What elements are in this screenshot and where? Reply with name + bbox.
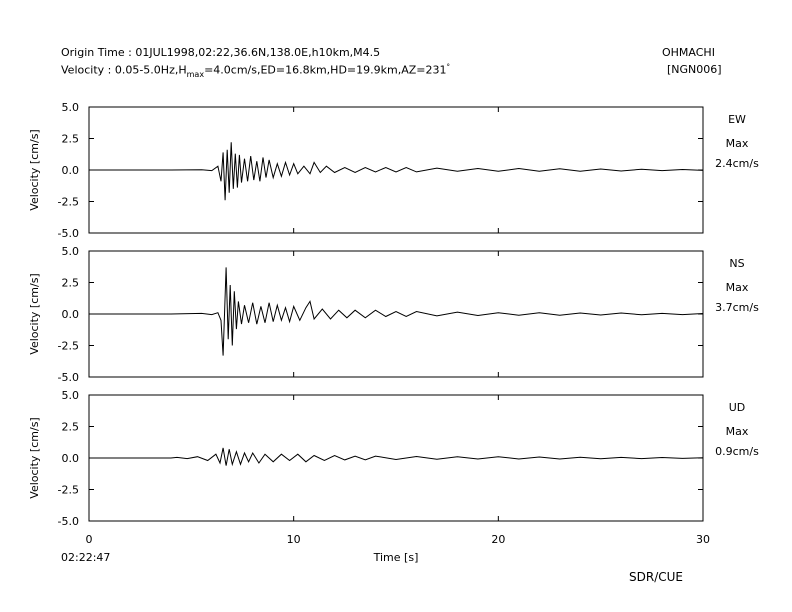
- y-tick-label-ew: -5.0: [58, 227, 79, 240]
- max-value-ud: 0.9cm/s: [715, 445, 759, 458]
- max-value-ns: 3.7cm/s: [715, 301, 759, 314]
- y-tick-label-ns: 2.5: [62, 277, 80, 290]
- y-tick-label-ew: 5.0: [62, 101, 80, 114]
- station-name: OHMACHI: [662, 46, 715, 59]
- max-value-ew: 2.4cm/s: [715, 157, 759, 170]
- max-label-ud: Max: [726, 425, 749, 438]
- y-axis-label-ud: Velocity [cm/s]: [28, 417, 41, 498]
- y-tick-label-ud: 5.0: [62, 389, 80, 402]
- y-tick-label-ud: 2.5: [62, 421, 80, 434]
- x-tick-label: 30: [696, 533, 710, 546]
- velocity-info-post: =4.0cm/s,ED=16.8km,HD=19.9km,AZ=231: [204, 63, 447, 77]
- max-label-ns: Max: [726, 281, 749, 294]
- y-tick-label-ud: -2.5: [58, 484, 79, 497]
- x-tick-label: 0: [86, 533, 93, 546]
- station-code: [NGN006]: [667, 63, 722, 76]
- y-tick-label-ns: -2.5: [58, 340, 79, 353]
- y-tick-label-ud: 0.0: [62, 452, 80, 465]
- y-tick-label-ns: 5.0: [62, 245, 80, 258]
- y-tick-label-ns: 0.0: [62, 308, 80, 321]
- start-time-label: 02:22:47: [61, 551, 111, 564]
- velocity-info-degree: °: [446, 63, 451, 71]
- waveform-ud: [89, 447, 704, 467]
- y-tick-label-ns: -5.0: [58, 371, 79, 384]
- y-axis-label-ew: Velocity [cm/s]: [28, 129, 41, 210]
- y-axis-label-ns: Velocity [cm/s]: [28, 273, 41, 354]
- max-label-ew: Max: [726, 137, 749, 150]
- x-tick-label: 10: [287, 533, 301, 546]
- waveform-ew: [89, 142, 704, 201]
- component-label-ns: NS: [729, 257, 744, 270]
- y-tick-label-ew: 0.0: [62, 164, 80, 177]
- y-tick-label-ew: -2.5: [58, 196, 79, 209]
- y-tick-label-ew: 2.5: [62, 133, 80, 146]
- velocity-info-pre: Velocity : 0.05-5.0Hz,H: [61, 63, 187, 77]
- x-axis-label: Time [s]: [373, 551, 419, 564]
- waveform-ns: [89, 267, 704, 356]
- component-label-ew: EW: [728, 113, 746, 126]
- origin-time-line: Origin Time : 01JUL1998,02:22,36.6N,138.…: [61, 46, 381, 59]
- component-label-ud: UD: [729, 401, 746, 414]
- velocity-info-line: Velocity : 0.05-5.0Hz,Hmax=4.0cm/s,ED=16…: [61, 63, 450, 79]
- velocity-info-sub: max: [186, 69, 205, 79]
- credit-label: SDR/CUE: [629, 570, 683, 584]
- x-tick-label: 20: [491, 533, 505, 546]
- y-tick-label-ud: -5.0: [58, 515, 79, 528]
